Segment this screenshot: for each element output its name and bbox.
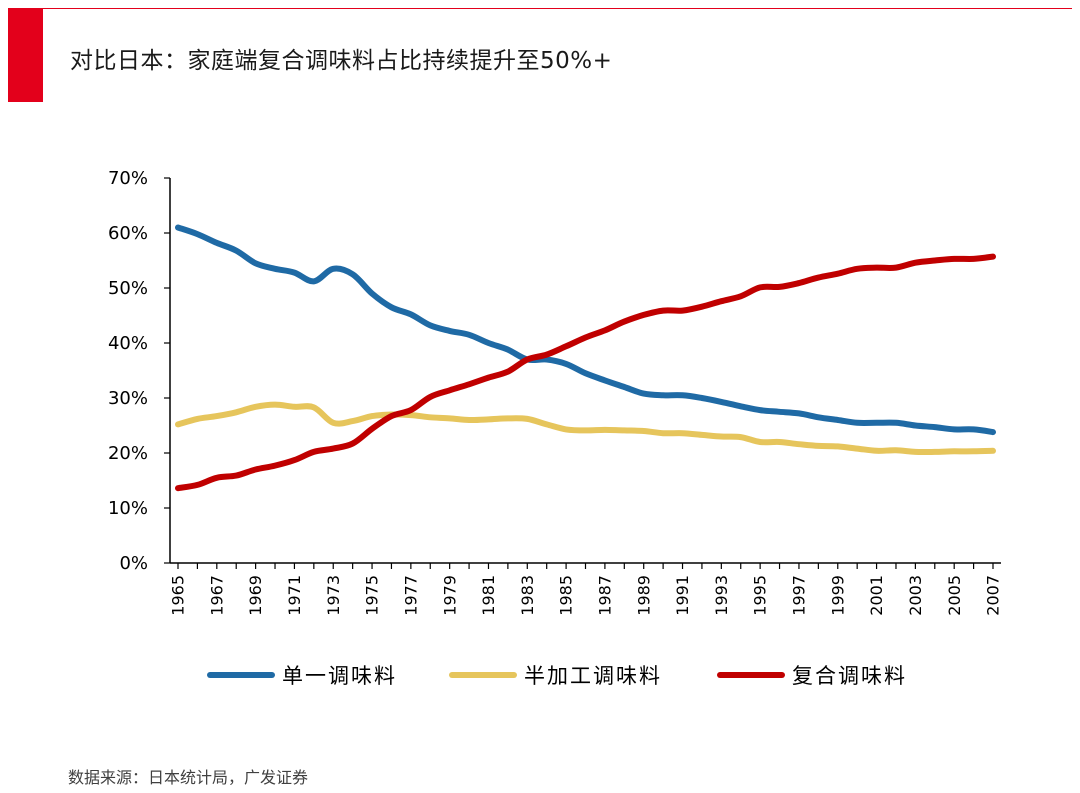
series-line-2 [175,401,996,456]
x-tick-label: 1997 [790,575,809,616]
x-tick-label: 1979 [440,575,459,616]
series-line-3 [175,253,996,492]
page-title: 对比日本：家庭端复合调味料占比持续提升至50%+ [70,48,613,74]
x-tick-label: 1967 [207,575,226,616]
series-line-1 [175,224,996,436]
y-tick-label: 30% [108,388,148,409]
y-tick-label: 10% [108,498,148,519]
x-tick-label: 1973 [324,575,343,616]
x-tick-label: 1971 [285,575,304,616]
y-tick-label: 40% [108,333,148,354]
x-tick-label: 1977 [401,575,420,616]
header-rule [43,8,1072,9]
x-tick-label: 1985 [557,575,576,616]
source-note: 数据来源：日本统计局，广发证券 [68,768,309,787]
x-tick-label: 2005 [945,575,964,616]
y-tick-label: 0% [119,553,148,574]
x-tick-label: 1981 [479,575,498,616]
y-tick-label: 60% [108,223,148,244]
x-tick-label: 1995 [751,575,770,616]
x-tick-label: 2001 [867,575,886,616]
legend-label: 单一调味料 [282,664,397,688]
x-tick-label: 1993 [712,575,731,616]
x-tick-label: 1987 [596,575,615,616]
x-tick-label: 2007 [984,575,1003,616]
x-tick-label: 1965 [169,575,188,616]
header-accent-bar [8,8,43,102]
legend-label: 半加工调味料 [524,664,662,688]
x-tick-label: 1999 [828,575,847,616]
x-tick-label: 1991 [673,575,692,616]
y-tick-label: 20% [108,443,148,464]
x-tick-label: 1983 [518,575,537,616]
y-tick-label: 70% [108,168,148,189]
y-tick-label: 50% [108,278,148,299]
x-tick-label: 1989 [634,575,653,616]
x-tick-label: 2003 [906,575,925,616]
legend-label: 复合调味料 [792,664,907,688]
x-tick-label: 1969 [246,575,265,616]
x-tick-label: 1975 [363,575,382,616]
